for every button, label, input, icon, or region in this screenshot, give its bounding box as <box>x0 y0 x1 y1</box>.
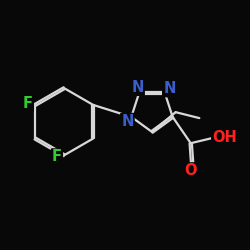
Text: O: O <box>184 163 197 178</box>
Text: F: F <box>23 96 33 111</box>
Text: N: N <box>163 81 175 96</box>
Text: N: N <box>121 114 134 129</box>
Text: F: F <box>52 150 62 164</box>
Text: N: N <box>132 80 144 95</box>
Text: OH: OH <box>212 130 237 145</box>
